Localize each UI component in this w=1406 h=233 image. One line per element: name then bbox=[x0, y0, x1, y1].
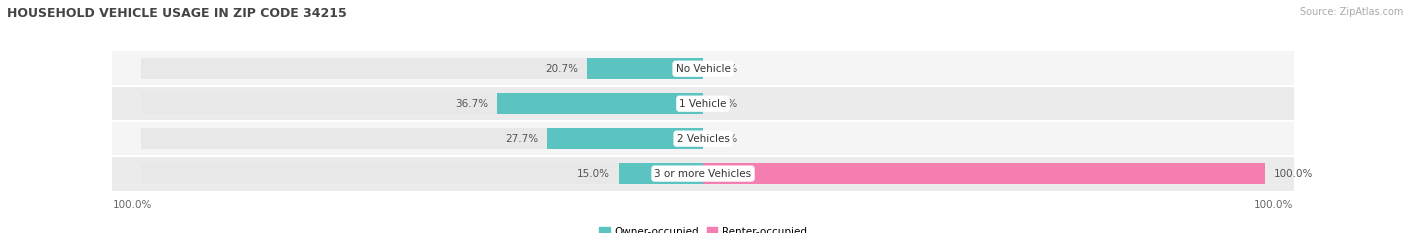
Bar bbox=[141, 93, 703, 114]
Text: 20.7%: 20.7% bbox=[546, 64, 578, 74]
Bar bbox=[547, 128, 703, 149]
Bar bbox=[496, 93, 703, 114]
Text: 100.0%: 100.0% bbox=[1274, 169, 1313, 178]
Text: 15.0%: 15.0% bbox=[578, 169, 610, 178]
Bar bbox=[141, 163, 703, 184]
Text: 100.0%: 100.0% bbox=[1254, 200, 1294, 210]
Text: 1 Vehicle: 1 Vehicle bbox=[679, 99, 727, 109]
Bar bbox=[141, 128, 703, 149]
Text: 0.0%: 0.0% bbox=[711, 99, 738, 109]
Text: HOUSEHOLD VEHICLE USAGE IN ZIP CODE 34215: HOUSEHOLD VEHICLE USAGE IN ZIP CODE 3421… bbox=[7, 7, 347, 20]
Text: 3 or more Vehicles: 3 or more Vehicles bbox=[654, 169, 752, 178]
Text: 100.0%: 100.0% bbox=[112, 200, 152, 210]
Text: 27.7%: 27.7% bbox=[506, 134, 538, 144]
Text: Source: ZipAtlas.com: Source: ZipAtlas.com bbox=[1299, 7, 1403, 17]
Bar bbox=[112, 121, 1294, 156]
Bar bbox=[703, 163, 1265, 184]
Text: No Vehicle: No Vehicle bbox=[675, 64, 731, 74]
Bar bbox=[112, 86, 1294, 121]
Text: 36.7%: 36.7% bbox=[456, 99, 488, 109]
Text: 0.0%: 0.0% bbox=[711, 64, 738, 74]
Bar bbox=[141, 58, 703, 79]
Bar bbox=[112, 51, 1294, 86]
Bar bbox=[586, 58, 703, 79]
Text: 2 Vehicles: 2 Vehicles bbox=[676, 134, 730, 144]
Bar bbox=[112, 156, 1294, 191]
Bar bbox=[619, 163, 703, 184]
Text: 0.0%: 0.0% bbox=[711, 134, 738, 144]
Legend: Owner-occupied, Renter-occupied: Owner-occupied, Renter-occupied bbox=[599, 227, 807, 233]
